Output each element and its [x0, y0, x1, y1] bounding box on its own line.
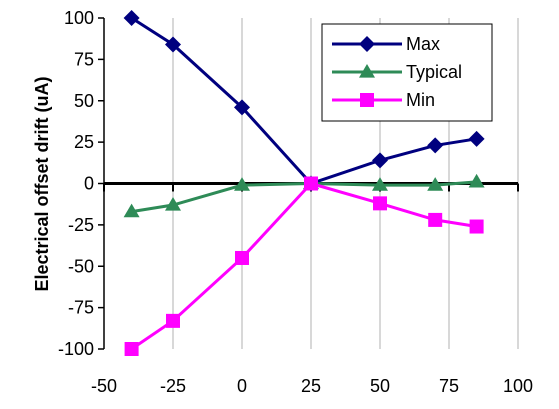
x-tick-label: -50 [91, 376, 117, 396]
y-tick-label: -25 [68, 215, 94, 235]
data-point-typical [123, 203, 140, 218]
legend-label-max: Max [406, 34, 440, 54]
data-point-max [468, 130, 485, 147]
y-tick-label: -50 [68, 256, 94, 276]
y-tick-label: 75 [74, 49, 94, 69]
data-point-min [124, 342, 139, 356]
legend-label-typical: Typical [406, 62, 462, 82]
y-tick-label: 25 [74, 132, 94, 152]
x-tick-label: 25 [301, 376, 321, 396]
data-point-min [304, 176, 318, 191]
x-tick-label: 50 [370, 376, 390, 396]
data-point-min [166, 313, 180, 328]
series-line-min [130, 181, 477, 351]
data-point-min [428, 212, 443, 227]
legend-marker-min [360, 93, 374, 107]
y-axis-title: Electrical offset drift (uA) [32, 76, 52, 291]
y-tick-label: -75 [68, 298, 94, 318]
data-point-typical [468, 173, 485, 188]
x-tick-label: -25 [160, 376, 186, 396]
y-tick-label: 0 [84, 174, 94, 194]
data-point-max [234, 99, 250, 116]
data-point-min [469, 219, 484, 234]
data-point-max [372, 152, 388, 169]
x-tick-label: 0 [237, 376, 247, 396]
x-tick-label: 75 [439, 376, 459, 396]
data-point-min [373, 196, 387, 211]
data-point-typical [427, 177, 444, 191]
data-point-typical [372, 177, 388, 191]
data-point-max [123, 10, 140, 26]
data-point-typical [165, 197, 181, 211]
data-point-max [165, 36, 181, 53]
x-tick-label: 100 [503, 376, 533, 396]
tick-labels: 100 75 50 25 0 -25 -50 -75 -100 -50 -25 0 25 50 75 100 [58, 8, 533, 396]
data-point-typical [234, 177, 250, 191]
legend-label-min: Min [406, 90, 435, 110]
legend-marker-max [359, 36, 375, 52]
y-tick-label: 50 [74, 91, 94, 111]
legend: Max Typical Min [321, 23, 493, 122]
y-tick-label: 100 [64, 8, 94, 28]
series-group [123, 10, 485, 356]
series-min [124, 176, 484, 356]
y-tick-label: -100 [58, 339, 94, 359]
legend-marker-typical [359, 64, 375, 78]
data-point-min [235, 250, 249, 265]
data-point-max [427, 137, 444, 154]
